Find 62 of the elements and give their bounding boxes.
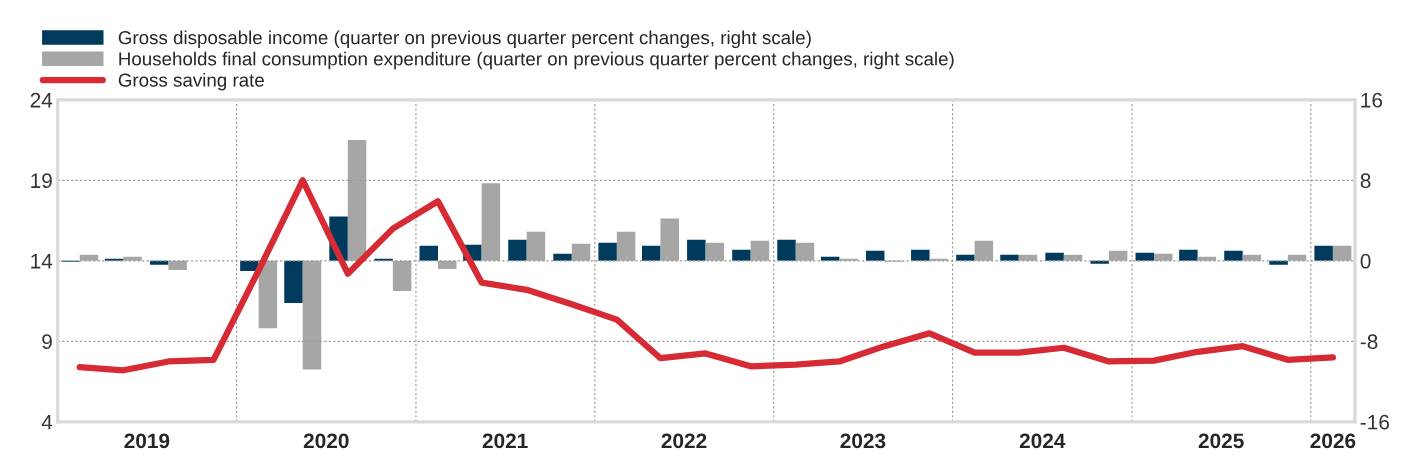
bar <box>616 231 636 261</box>
y2-tick-label: 8 <box>1360 173 1371 189</box>
y2-tick-label: 0 <box>1360 253 1371 269</box>
bar <box>1314 245 1333 261</box>
y2-tick-label: 16 <box>1361 92 1383 108</box>
bar <box>1108 250 1128 261</box>
bar <box>1154 253 1173 261</box>
bar <box>598 242 617 261</box>
x-tick-label: 2025 <box>1198 433 1244 449</box>
legend-label: Gross saving rate <box>118 72 264 91</box>
bar <box>526 231 546 261</box>
bar <box>258 260 278 329</box>
y-tick-label: 4 <box>41 415 53 430</box>
bar <box>1045 252 1064 261</box>
bar <box>553 253 572 261</box>
legend-label: Households final consumption expenditure (quarter on previous quarter percent changes, right scale) <box>119 51 954 70</box>
bar <box>1090 260 1109 264</box>
bar <box>911 249 930 261</box>
bar <box>284 260 303 304</box>
y2-tick-label: -16 <box>1360 414 1389 430</box>
x-tick-label: 2021 <box>482 433 528 449</box>
bar <box>1135 252 1155 261</box>
bar <box>302 260 322 370</box>
bar <box>437 260 457 269</box>
bar <box>347 140 367 261</box>
bar <box>750 240 770 261</box>
bar <box>974 240 994 261</box>
bar <box>795 242 815 261</box>
bar <box>508 239 527 261</box>
legend-label: Gross disposable income (quarter on previous quarter percent changes, right scale) <box>118 30 811 49</box>
bar <box>660 218 679 261</box>
bar <box>149 260 169 265</box>
x-tick-label: 2026 <box>1310 433 1356 449</box>
y-tick-label: 24 <box>30 92 53 108</box>
x-tick-label: 2022 <box>661 433 707 449</box>
y-tick-label: 19 <box>31 173 52 189</box>
bar <box>419 245 438 261</box>
x-tick-label: 2024 <box>1019 433 1066 449</box>
bar <box>865 250 885 261</box>
bar <box>123 256 142 261</box>
x-tick-label: 2019 <box>124 433 170 449</box>
y-tick-label: 9 <box>42 334 52 350</box>
bar <box>481 183 501 261</box>
bar <box>392 260 412 292</box>
bar <box>1000 254 1019 261</box>
y2-tick-label: -8 <box>1360 334 1378 350</box>
x-tick-label: 2020 <box>303 433 349 449</box>
bar <box>642 245 661 261</box>
bar <box>240 260 259 271</box>
x-tick-label: 2023 <box>840 433 886 449</box>
bar <box>705 242 725 261</box>
bar <box>1179 249 1198 261</box>
bar <box>687 239 706 261</box>
bar <box>168 260 187 270</box>
bar <box>956 254 975 261</box>
bar <box>1224 250 1243 261</box>
bar <box>571 243 591 261</box>
bar <box>1269 260 1288 265</box>
bar <box>732 249 751 261</box>
bar <box>1332 245 1352 261</box>
bar <box>777 239 796 261</box>
y-tick-label: 14 <box>31 254 53 269</box>
